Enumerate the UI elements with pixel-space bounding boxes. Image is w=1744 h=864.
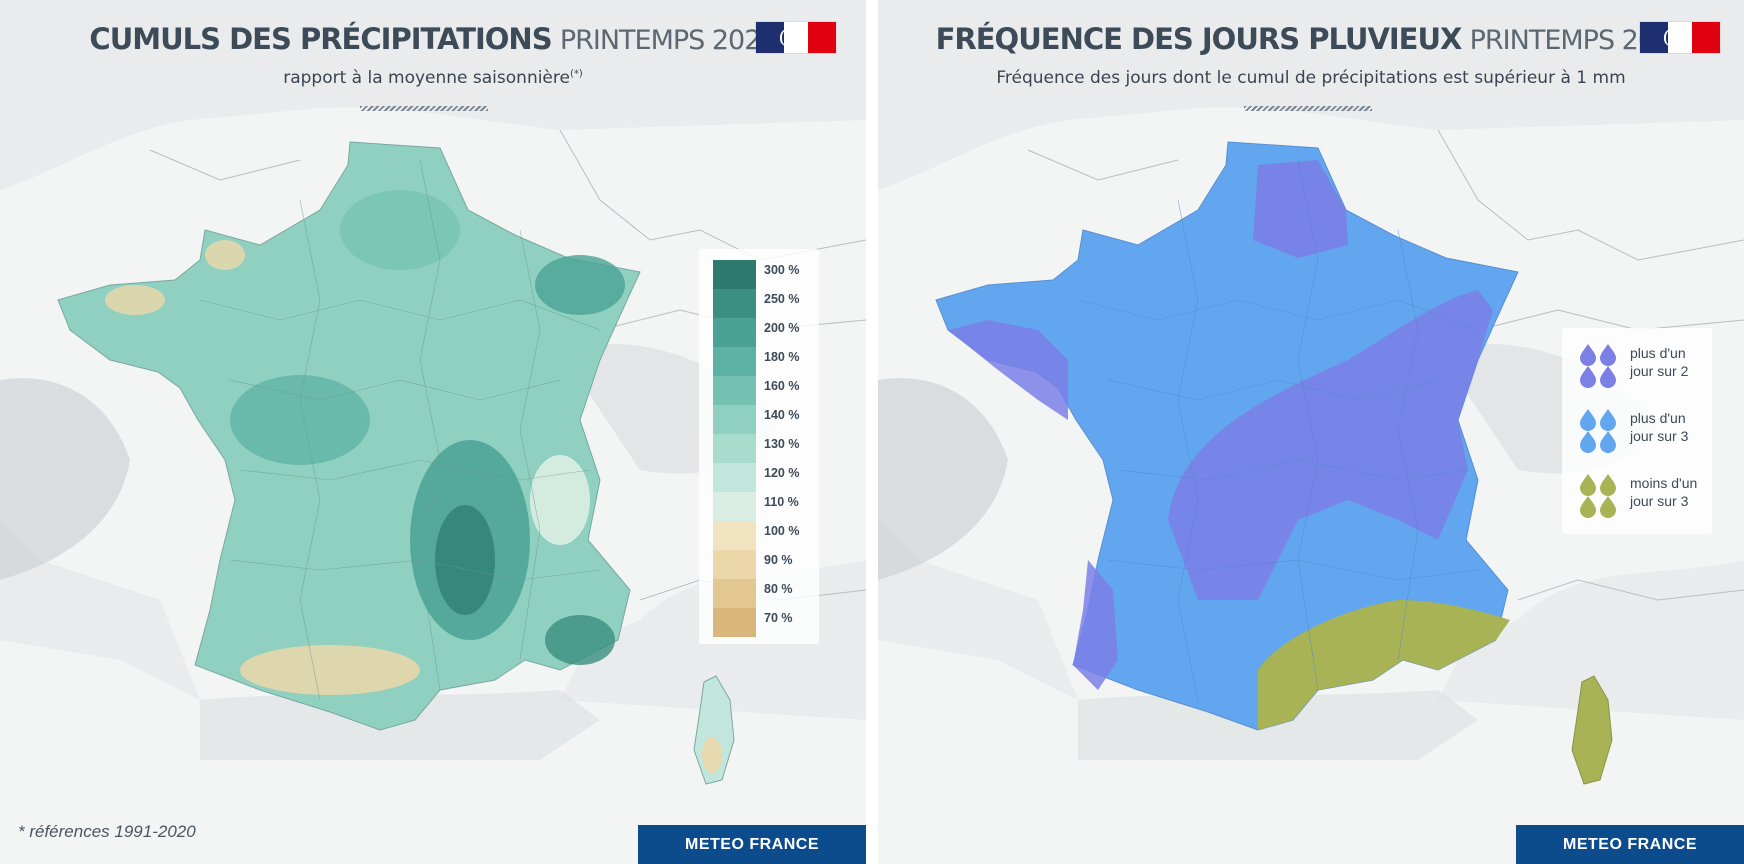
precipitation-title-season: PRINTEMPS 2024	[559, 25, 778, 56]
legend-color-step	[713, 376, 756, 405]
precipitation-subtitle-footnote-mark: (*)	[569, 68, 583, 80]
base-map	[0, 0, 866, 864]
legend-color-step	[713, 579, 756, 608]
legend-color-step	[713, 492, 756, 521]
france-precipitation-map	[57, 141, 641, 731]
legend-tick-label: 90 %	[764, 553, 793, 567]
legend-color-step	[713, 347, 756, 376]
legend-color-step	[713, 289, 756, 318]
legend-item-line1: plus d'un	[1630, 345, 1686, 361]
legend-tick-label: 200 %	[764, 321, 800, 335]
legend-color-step	[713, 318, 756, 347]
france-rainy-days-map	[935, 141, 1519, 731]
raindrops-icon	[1580, 474, 1616, 518]
precipitation-subtitle-text: rapport à la moyenne saisonnière	[283, 68, 570, 88]
precipitation-subtitle: rapport à la moyenne saisonnière(*)	[0, 68, 866, 88]
precipitation-color-ramp	[713, 260, 756, 637]
raindrops-icon	[1580, 409, 1616, 453]
meteo-france-logo: METEO FRANCE	[1516, 825, 1744, 864]
precipitation-legend: 300 % 250 % 200 % 180 % 160 % 140 % 130 % 120 %…	[699, 249, 819, 644]
legend-item-less-than-one-in-three: moins d'un jour sur 3	[1574, 468, 1704, 522]
legend-color-step	[713, 608, 756, 637]
precipitation-map-panel: CUMULS DES PRÉCIPITATIONS PRINTEMPS 2024…	[0, 0, 866, 864]
legend-tick-label: 140 %	[764, 408, 800, 422]
french-republic-logo	[1640, 22, 1720, 53]
rainy-days-subtitle: Fréquence des jours dont le cumul de pré…	[996, 68, 1626, 88]
legend-item-line1: plus d'un	[1630, 410, 1686, 426]
legend-tick-label: 110 %	[764, 495, 799, 509]
title-divider	[1244, 106, 1372, 111]
legend-item-line2: jour sur 2	[1630, 363, 1689, 379]
raindrops-icon	[1580, 344, 1616, 388]
precipitation-title: CUMULS DES PRÉCIPITATIONS PRINTEMPS 2024	[0, 20, 866, 60]
legend-tick-label: 70 %	[764, 611, 793, 625]
legend-tick-label: 160 %	[764, 379, 800, 393]
title-divider	[360, 106, 488, 111]
legend-color-step	[713, 260, 756, 289]
legend-color-step	[713, 550, 756, 579]
legend-tick-label: 250 %	[764, 292, 800, 306]
legend-item-line1: moins d'un	[1630, 475, 1698, 491]
legend-color-step	[713, 521, 756, 550]
base-map	[878, 0, 1744, 864]
french-republic-logo	[756, 22, 836, 53]
precipitation-title-main: CUMULS DES PRÉCIPITATIONS	[89, 22, 552, 56]
legend-item-line2: jour sur 3	[1630, 428, 1689, 444]
rainy-days-title-main: FRÉQUENCE DES JOURS PLUVIEUX	[935, 22, 1463, 56]
rainy-days-title: FRÉQUENCE DES JOURS PLUVIEUX PRINTEMPS 2…	[878, 20, 1744, 60]
rainy-days-map-panel: FRÉQUENCE DES JOURS PLUVIEUX PRINTEMPS 2…	[878, 0, 1744, 864]
legend-item-line2: jour sur 3	[1630, 493, 1689, 509]
legend-tick-label: 80 %	[764, 582, 793, 596]
legend-color-step	[713, 405, 756, 434]
legend-tick-label: 130 %	[764, 437, 800, 451]
legend-item-more-than-one-in-two: plus d'un jour sur 2	[1574, 338, 1704, 392]
meteo-france-logo: METEO FRANCE	[638, 825, 866, 864]
rainy-days-legend: plus d'un jour sur 2 plus d'un jour sur 3 …	[1562, 328, 1712, 534]
legend-item-more-than-one-in-three: plus d'un jour sur 3	[1574, 403, 1704, 457]
corsica-rainy-days	[1571, 675, 1613, 785]
legend-tick-label: 100 %	[764, 524, 800, 538]
legend-color-step	[713, 463, 756, 492]
panel-gap	[866, 0, 878, 864]
legend-tick-label: 180 %	[764, 350, 800, 364]
legend-tick-label: 120 %	[764, 466, 800, 480]
legend-tick-label: 300 %	[764, 263, 800, 277]
reference-period-footnote: * références 1991-2020	[18, 822, 196, 841]
legend-color-step	[713, 434, 756, 463]
